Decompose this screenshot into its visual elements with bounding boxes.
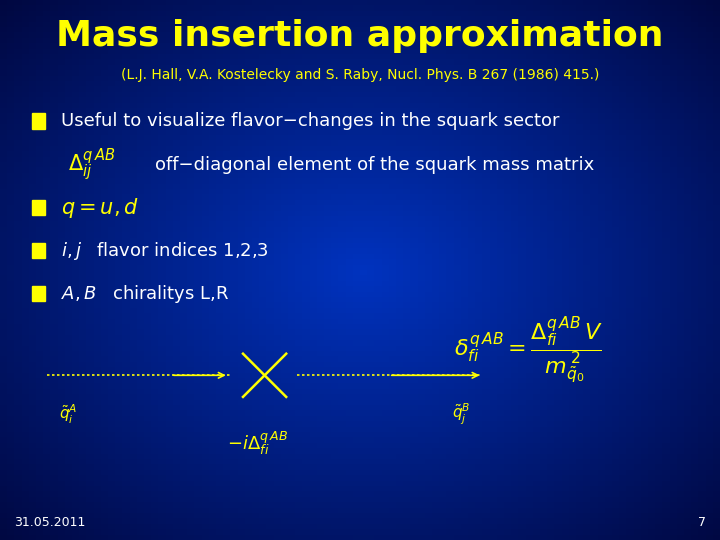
Text: $q = u, d$: $q = u, d$	[61, 196, 140, 220]
Text: 31.05.2011: 31.05.2011	[14, 516, 86, 529]
Bar	[32, 243, 45, 258]
Text: (L.J. Hall, V.A. Kostelecky and S. Raby, Nucl. Phys. B 267 (1986) 415.): (L.J. Hall, V.A. Kostelecky and S. Raby,…	[121, 68, 599, 82]
Bar	[32, 113, 45, 129]
Text: $-i\Delta_{fi}^{q\,AB}$: $-i\Delta_{fi}^{q\,AB}$	[227, 429, 288, 457]
Text: off−diagonal element of the squark mass matrix: off−diagonal element of the squark mass …	[155, 156, 594, 174]
Text: $\delta_{fi}^{q\,AB} = \dfrac{\Delta_{fi}^{q\,AB}\,V}{m_{\tilde{q}_0}^{\,2}}$: $\delta_{fi}^{q\,AB} = \dfrac{\Delta_{fi…	[454, 316, 603, 386]
Bar	[32, 286, 45, 301]
Text: 7: 7	[698, 516, 706, 529]
Bar	[32, 200, 45, 215]
Text: $i, j\;$  flavor indices 1,2,3: $i, j\;$ flavor indices 1,2,3	[61, 240, 269, 262]
Text: $A, B\;$  chiralitys L,R: $A, B\;$ chiralitys L,R	[61, 284, 230, 305]
Text: $\tilde{q}^B_j$: $\tilde{q}^B_j$	[451, 402, 470, 427]
Text: $\tilde{q}^A_i$: $\tilde{q}^A_i$	[59, 402, 78, 426]
Text: Mass insertion approximation: Mass insertion approximation	[56, 19, 664, 53]
Text: Useful to visualize flavor−changes in the squark sector: Useful to visualize flavor−changes in th…	[61, 112, 559, 131]
Text: $\Delta_{ij}^{q\,AB}$: $\Delta_{ij}^{q\,AB}$	[68, 146, 116, 183]
